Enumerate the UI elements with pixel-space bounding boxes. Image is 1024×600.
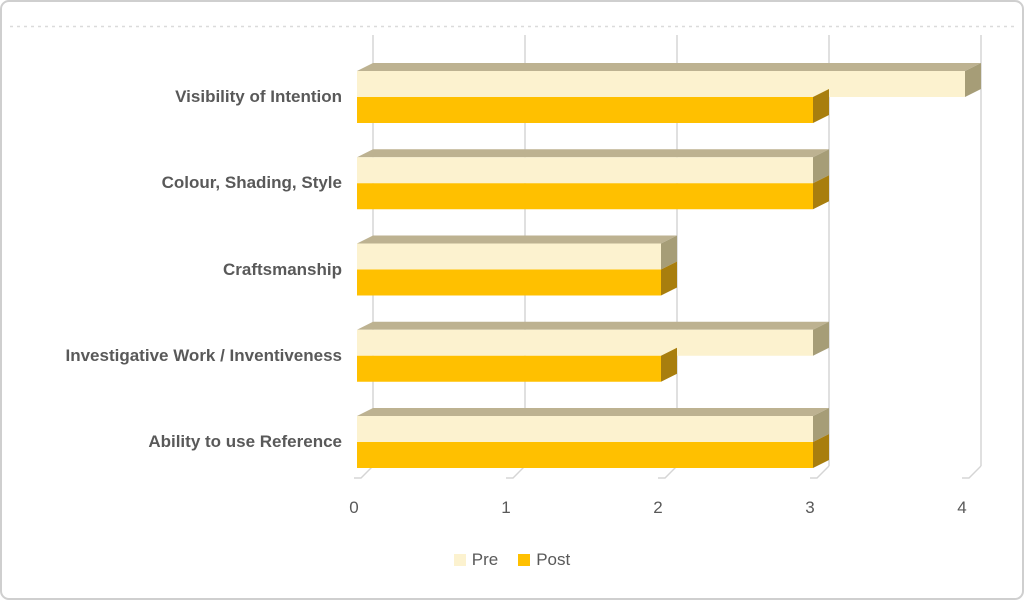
bar-pre-top-bevel xyxy=(357,235,677,244)
legend: Pre Post xyxy=(2,550,1022,570)
category-label: Craftsmanship xyxy=(222,259,342,279)
category-label: Ability to use Reference xyxy=(148,432,342,451)
bar-pre xyxy=(357,416,813,442)
bar-post-side-bevel xyxy=(661,261,677,296)
category-label: Colour, Shading, Style xyxy=(161,173,342,193)
bar-post-side-bevel xyxy=(813,89,829,123)
x-tick-label: 2 xyxy=(653,498,663,517)
legend-swatch-post-icon xyxy=(518,554,531,566)
bar-pre-top-bevel xyxy=(357,321,829,330)
x-tick-label: 3 xyxy=(805,498,815,517)
bar-pre-top-bevel xyxy=(357,63,981,71)
bar-pre-top-bevel xyxy=(357,149,829,158)
bar-pre-side-bevel xyxy=(965,63,981,97)
x-tick-label: 0 xyxy=(349,498,359,517)
bar-pre xyxy=(357,329,813,356)
x-tick-label: 4 xyxy=(957,498,967,517)
bar-post-side-bevel xyxy=(813,434,829,468)
bar-post-side-bevel xyxy=(661,347,677,382)
legend-label-post: Post xyxy=(536,550,571,569)
bar-post xyxy=(357,355,661,382)
legend-label-pre: Pre xyxy=(471,550,499,569)
category-label: Investigative Work / Inventiveness xyxy=(65,345,342,365)
bar-pre xyxy=(357,71,965,97)
legend-swatch-pre-icon xyxy=(453,554,466,566)
bar-pre-top-bevel xyxy=(357,408,829,416)
bar-post xyxy=(357,442,813,468)
bar-post xyxy=(357,269,661,296)
bar-pre-side-bevel xyxy=(813,408,829,442)
legend-item-post: Post xyxy=(518,550,570,570)
bar-post-side-bevel xyxy=(813,175,829,210)
category-label: Visibility of Intention xyxy=(175,87,342,106)
bar-post xyxy=(357,97,813,123)
axis-tick-3-icon xyxy=(810,465,830,479)
axis-tick-1-icon xyxy=(506,465,526,479)
axis-tick-0-icon xyxy=(354,465,374,479)
bar-pre xyxy=(357,243,661,270)
axis-tick-4-icon xyxy=(962,465,982,479)
bar-post xyxy=(357,183,813,210)
bar-pre-side-bevel xyxy=(813,321,829,356)
bar-pre-side-bevel xyxy=(661,235,677,270)
axis-tick-2-icon xyxy=(658,465,678,479)
x-tick-label: 1 xyxy=(501,498,511,517)
bar-pre-side-bevel xyxy=(813,149,829,184)
legend-item-pre: Pre xyxy=(453,550,499,570)
bar-pre xyxy=(357,157,813,184)
